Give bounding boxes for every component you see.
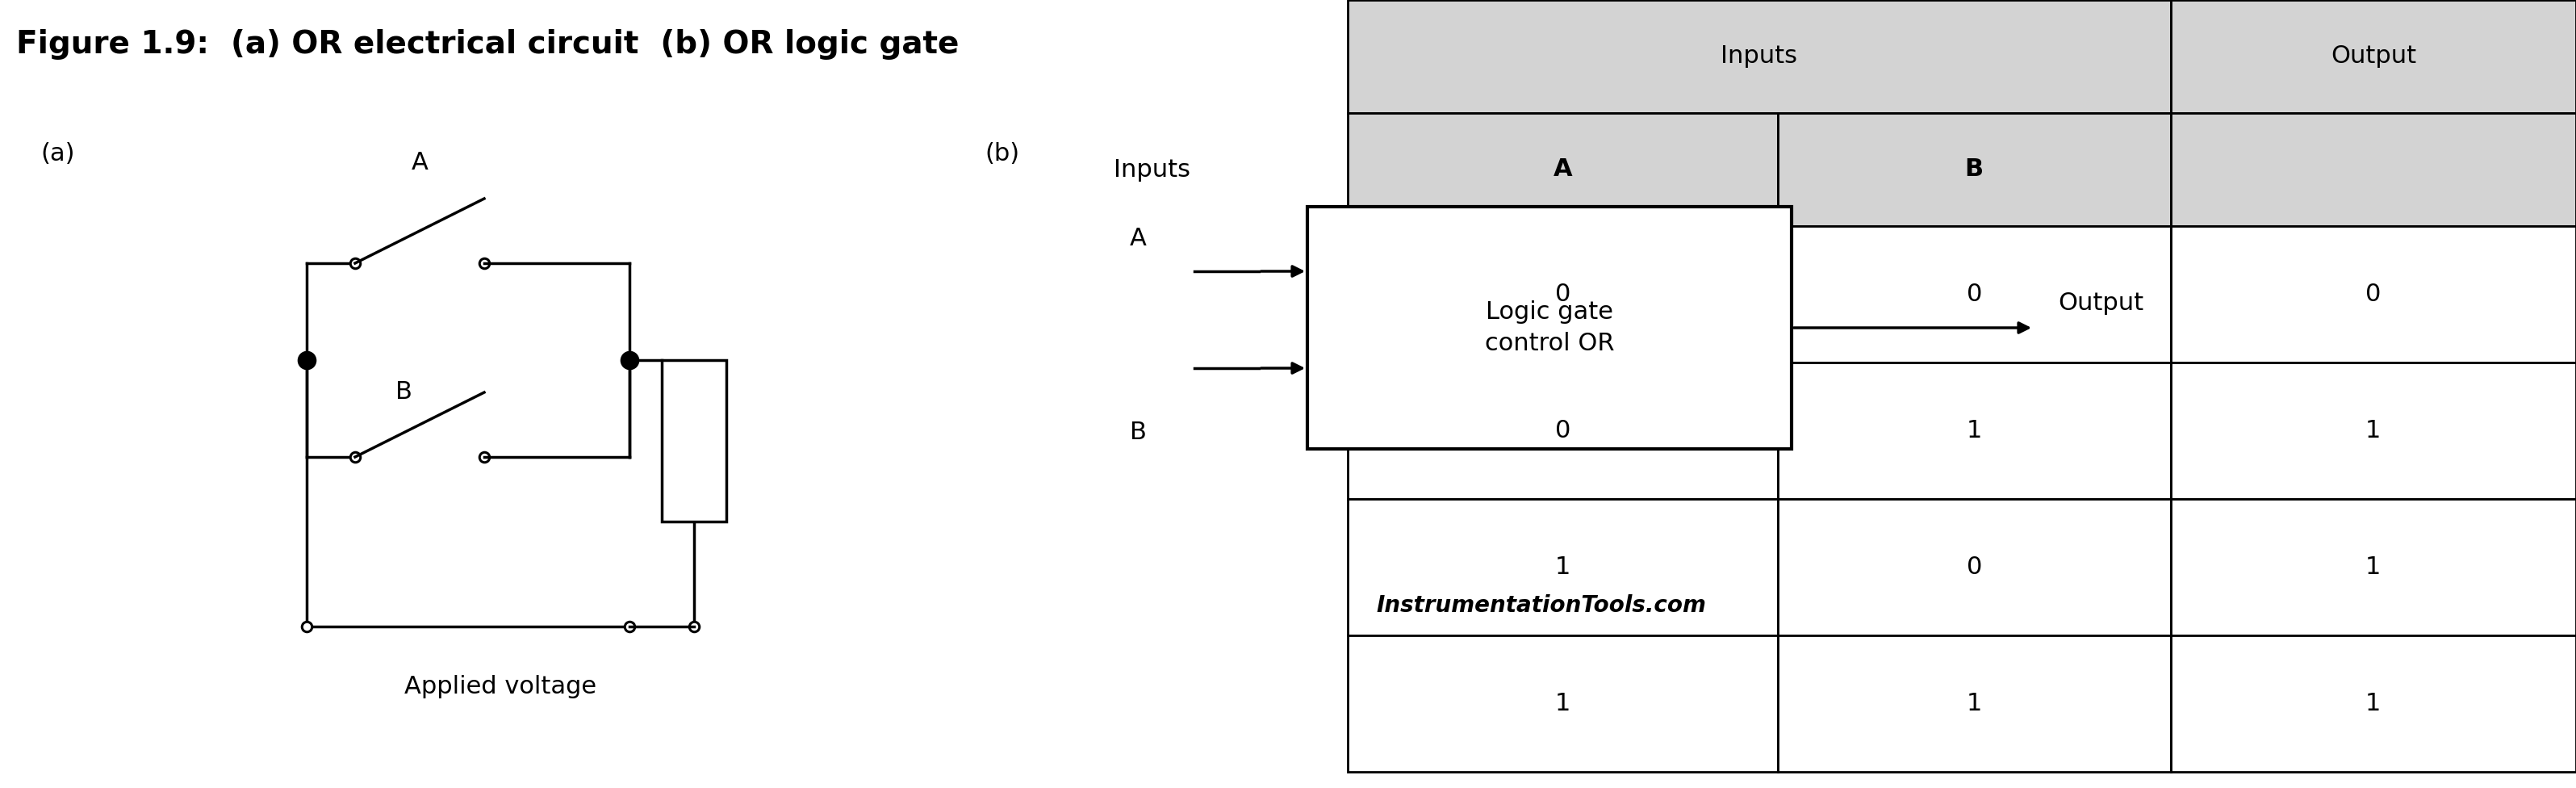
Text: 1: 1 [2365, 556, 2380, 579]
Text: B: B [1131, 421, 1146, 444]
Text: Output: Output [2331, 45, 2416, 69]
Text: A: A [1553, 158, 1571, 181]
Text: B: B [394, 381, 412, 404]
Text: Inputs: Inputs [1721, 45, 1798, 69]
Text: InstrumentationTools.com: InstrumentationTools.com [1376, 594, 1705, 617]
Text: Inputs: Inputs [1113, 158, 1190, 182]
Text: 0: 0 [1556, 419, 1571, 442]
Bar [2172, 362, 2576, 499]
Text: B: B [1965, 158, 1984, 181]
Text: (a): (a) [41, 142, 75, 165]
Bar [1347, 0, 2172, 113]
Bar [1777, 113, 2172, 226]
Text: 0: 0 [2365, 283, 2380, 306]
Bar [1347, 113, 1777, 226]
Text: Applied voltage: Applied voltage [404, 675, 598, 698]
Bar [2172, 499, 2576, 635]
Bar [2172, 113, 2576, 226]
Bar [2172, 226, 2576, 362]
Bar [662, 360, 726, 522]
Text: A: A [412, 151, 428, 174]
Bar [1347, 499, 1777, 635]
Bar [2172, 0, 2576, 113]
Text: 1: 1 [1556, 556, 1571, 579]
Bar [1777, 226, 2172, 362]
Text: 1: 1 [2365, 692, 2380, 716]
Bar [1777, 635, 2172, 772]
Text: 0: 0 [1556, 283, 1571, 306]
Bar [1347, 226, 1777, 362]
Text: 1: 1 [1965, 419, 1981, 442]
Text: Output: Output [2058, 292, 2143, 315]
Text: 0: 0 [1965, 283, 1981, 306]
Bar [1777, 499, 2172, 635]
Bar [1777, 362, 2172, 499]
Text: Logic gate
control OR: Logic gate control OR [1484, 301, 1615, 355]
Text: (b): (b) [984, 142, 1020, 165]
Bar [1347, 635, 1777, 772]
Text: 1: 1 [1965, 692, 1981, 716]
Text: 0: 0 [1965, 556, 1981, 579]
Text: Figure 1.9:  (a) OR electrical circuit  (b) OR logic gate: Figure 1.9: (a) OR electrical circuit (b… [15, 29, 958, 60]
Text: 1: 1 [1556, 692, 1571, 716]
Bar [1309, 206, 1790, 449]
Text: 1: 1 [2365, 419, 2380, 442]
Bar [2172, 635, 2576, 772]
Text: A: A [1131, 227, 1146, 251]
Bar [1347, 362, 1777, 499]
